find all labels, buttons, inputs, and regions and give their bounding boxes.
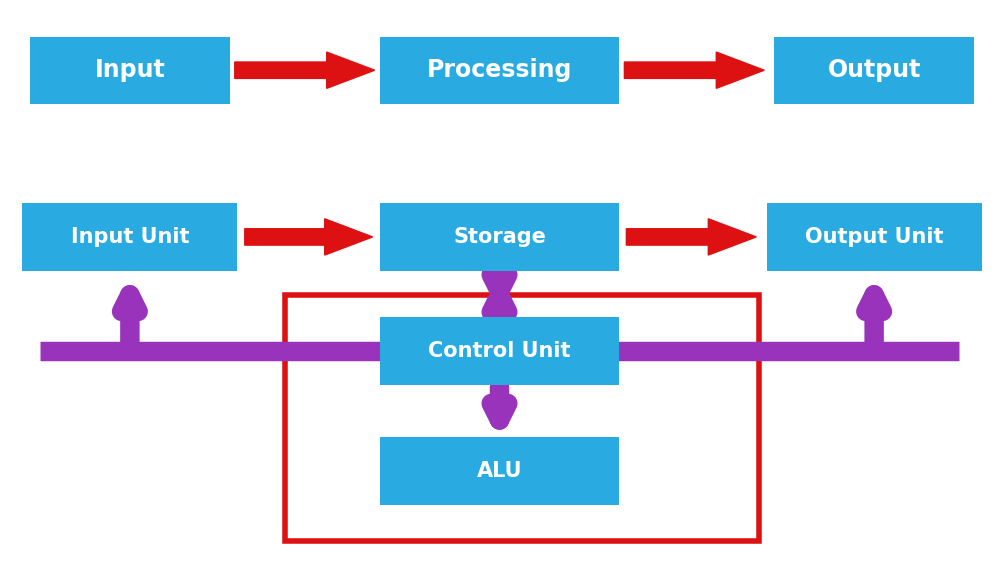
Text: Processing: Processing — [427, 58, 572, 82]
FancyArrow shape — [626, 219, 756, 255]
FancyBboxPatch shape — [380, 36, 619, 104]
Text: Input: Input — [95, 58, 165, 82]
FancyBboxPatch shape — [30, 36, 230, 104]
FancyBboxPatch shape — [380, 204, 619, 270]
Text: ALU: ALU — [477, 461, 522, 481]
FancyBboxPatch shape — [380, 438, 619, 504]
Text: Input Unit: Input Unit — [71, 227, 189, 247]
Text: Output: Output — [827, 58, 921, 82]
Text: Storage: Storage — [454, 227, 545, 247]
FancyBboxPatch shape — [767, 204, 981, 270]
FancyBboxPatch shape — [774, 36, 974, 104]
FancyBboxPatch shape — [380, 317, 619, 385]
FancyArrow shape — [235, 52, 375, 88]
FancyArrow shape — [624, 52, 764, 88]
Text: Output Unit: Output Unit — [805, 227, 943, 247]
Text: Control Unit: Control Unit — [429, 341, 570, 361]
Bar — [285, 295, 759, 541]
FancyArrow shape — [245, 219, 373, 255]
FancyBboxPatch shape — [23, 204, 238, 270]
